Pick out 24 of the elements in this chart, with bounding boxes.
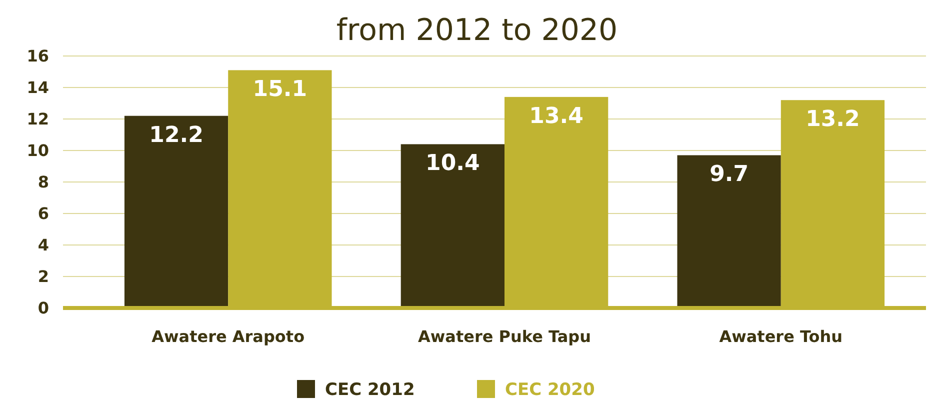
y-tick-label: 10 — [26, 141, 49, 160]
bar — [400, 144, 504, 308]
y-tick-label: 6 — [38, 204, 49, 224]
y-tick-label: 4 — [38, 236, 49, 255]
data-label: 9.7 — [710, 162, 749, 188]
data-label: 13.2 — [806, 107, 860, 132]
x-tick-label: Awatere Arapoto — [152, 327, 305, 346]
y-tick-label: 14 — [26, 78, 49, 98]
data-label: 13.4 — [529, 104, 584, 129]
y-tick-label: 16 — [26, 46, 49, 66]
y-tick-label: 2 — [38, 267, 49, 286]
y-tick-label: 8 — [38, 172, 49, 192]
chart-title: from 2012 to 2020 — [336, 13, 618, 48]
bar — [124, 116, 228, 308]
y-tick-label: 12 — [26, 110, 49, 129]
data-label: 15.1 — [252, 77, 308, 102]
x-tick-label: Awatere Tohu — [719, 327, 843, 346]
data-label: 10.4 — [426, 151, 480, 176]
bar — [677, 155, 781, 308]
y-tick-label: 0 — [38, 298, 49, 318]
data-label: 12.2 — [149, 122, 204, 148]
x-tick-label: Awatere Puke Tapu — [418, 327, 592, 346]
legend-label: CEC 2020 — [505, 380, 595, 400]
legend-label: CEC 2012 — [325, 380, 415, 400]
